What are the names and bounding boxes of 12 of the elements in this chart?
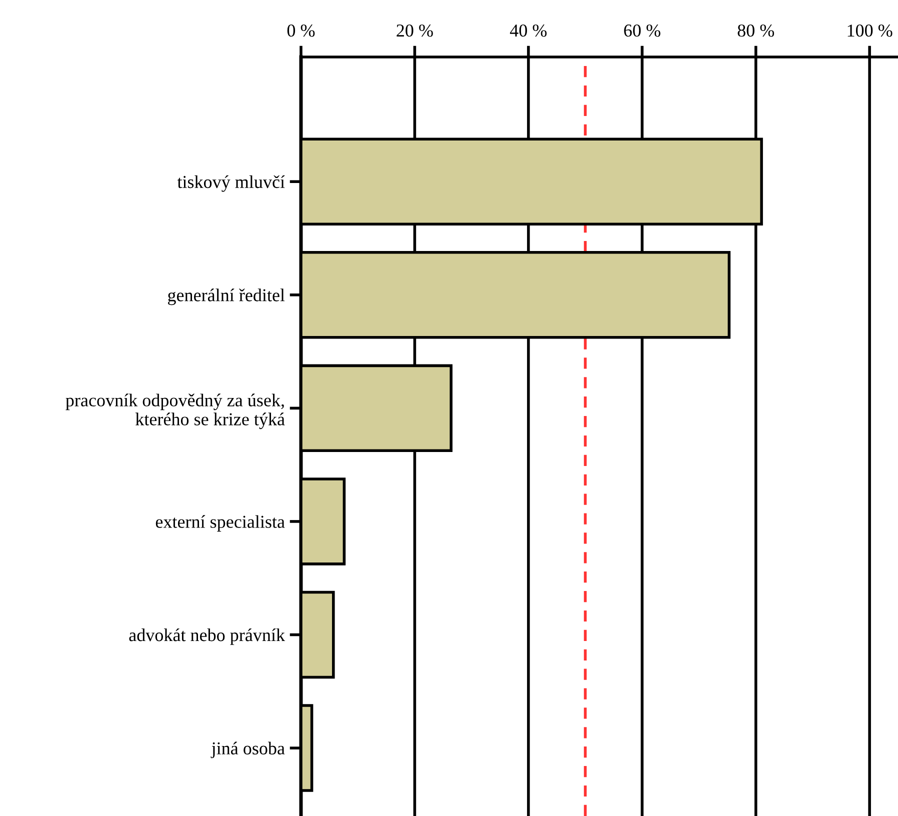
- x-tick-label: 60 %: [624, 24, 660, 37]
- y-tick-label: externí specialista: [156, 515, 285, 532]
- x-tick-label: 100 %: [848, 24, 892, 37]
- y-tick-label: advokát nebo právník: [129, 628, 286, 645]
- y-tick-label: pracovník odpovědný za úsek, kterého se krize týká: [66, 394, 285, 430]
- x-tick-label: 20 %: [396, 24, 433, 37]
- x-tick-label: 40 %: [510, 24, 547, 37]
- x-tick-label: 80 %: [738, 24, 774, 37]
- y-tick-label: tiskový mluvčí: [177, 175, 285, 192]
- x-tick-label: 0 %: [287, 24, 315, 37]
- y-tick-label: generální ředitel: [168, 288, 285, 306]
- y-tick-label: jiná osoba: [210, 742, 285, 758]
